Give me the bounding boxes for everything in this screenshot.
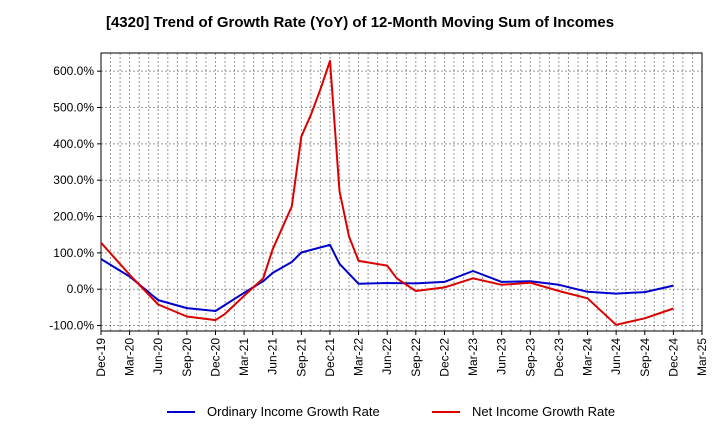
legend-label-net: Net Income Growth Rate: [472, 404, 616, 419]
y-tick-label: 200.0%: [53, 210, 94, 224]
x-tick-label: Sep-21: [294, 338, 308, 377]
x-tick-label: Sep-24: [638, 338, 652, 377]
legend-item-net: Net Income Growth Rate: [432, 404, 615, 419]
x-tick-label: Mar-22: [352, 338, 366, 376]
net-income-line: [100, 60, 674, 326]
x-tick-label: Jun-23: [495, 338, 509, 375]
plot-frame: [100, 52, 703, 332]
y-tick-label: 600.0%: [53, 64, 94, 78]
x-tick-label: Mar-25: [695, 338, 709, 376]
x-tick-label: Mar-20: [123, 338, 137, 376]
x-tick-label: Jun-20: [151, 338, 165, 375]
x-tick-label: Dec-21: [323, 338, 337, 377]
legend: Ordinary Income Growth Rate Net Income G…: [0, 404, 720, 426]
legend-label-ordinary: Ordinary Income Growth Rate: [207, 404, 380, 419]
x-tick-label: Dec-19: [94, 338, 108, 377]
grid-lines: [100, 53, 703, 331]
x-tick-label: Jun-22: [380, 338, 394, 375]
legend-item-ordinary: Ordinary Income Growth Rate: [167, 404, 380, 419]
x-tick-label: Mar-21: [237, 338, 251, 376]
ordinary-income-line: [100, 243, 674, 312]
legend-swatch-ordinary: [167, 410, 195, 413]
axes: -100.0% 0.0% 100.0% 200.0% 300.0% 400.0% 500.0…: [49, 52, 709, 377]
x-tick-label: Jun-24: [609, 338, 623, 375]
y-tick-label: 0.0%: [67, 282, 95, 296]
x-tick-label: Dec-24: [666, 338, 680, 377]
y-tick-label: 500.0%: [53, 101, 94, 115]
series-lines: [100, 60, 674, 326]
x-tick-label: Sep-22: [409, 338, 423, 377]
x-tick-label: Dec-23: [552, 338, 566, 377]
x-tick-label: Dec-20: [208, 338, 222, 377]
x-tick-label: Jun-21: [266, 338, 280, 375]
x-tick-label: Sep-23: [523, 338, 537, 377]
y-tick-label: 400.0%: [53, 137, 94, 151]
y-tick-label: -100.0%: [49, 319, 94, 333]
x-tick-label: Sep-20: [180, 338, 194, 377]
x-tick-label: Mar-24: [581, 338, 595, 376]
x-tick-label: Mar-23: [466, 338, 480, 376]
legend-swatch-net: [432, 410, 460, 413]
y-tick-label: 100.0%: [53, 246, 94, 260]
x-tick-label: Dec-22: [437, 338, 451, 377]
y-tick-label: 300.0%: [53, 173, 94, 187]
chart-title: [4320] Trend of Growth Rate (YoY) of 12-…: [105, 14, 615, 31]
